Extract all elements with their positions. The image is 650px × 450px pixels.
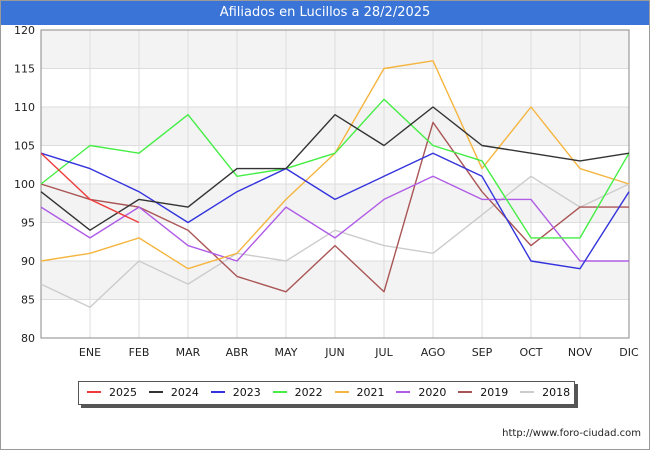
legend-label: 2018 xyxy=(542,386,571,399)
title-bar: Afiliados en Lucillos a 28/2/2025 xyxy=(1,1,649,25)
y-tick-label: 115 xyxy=(14,63,35,76)
chart-title: Afiliados en Lucillos a 28/2/2025 xyxy=(219,5,431,20)
x-tick-label: SEP xyxy=(472,346,493,359)
legend-swatch xyxy=(272,391,287,393)
legend-item-2021: 2021 xyxy=(334,382,385,404)
legend-swatch xyxy=(520,391,535,393)
x-tick-label: OCT xyxy=(519,346,542,359)
series-line-2025 xyxy=(40,152,140,224)
x-tick-label: AGO xyxy=(421,346,446,359)
legend-label: 2024 xyxy=(170,386,199,399)
legend-swatch xyxy=(458,391,473,393)
legend-label: 2025 xyxy=(109,386,137,399)
series-line-2024 xyxy=(40,106,630,231)
line-chart: 80 85 90 95 100 105 110 115 120 ENE FEB MAR ABR MAY JU… xyxy=(14,24,639,359)
footer-url: http://www.foro-ciudad.com xyxy=(502,428,641,439)
legend-label: 2022 xyxy=(294,386,323,399)
series-line-2020 xyxy=(40,175,629,262)
legend-item-2025: 2025 xyxy=(87,382,137,404)
series-line-2018 xyxy=(40,175,630,308)
chart-legend: 2025 2024 2023 2022 2021 2020 2019 2018 xyxy=(78,381,575,405)
x-tick-label: MAR xyxy=(176,346,201,359)
legend-label: 2019 xyxy=(480,386,509,399)
legend-label: 2023 xyxy=(232,386,261,399)
legend-swatch xyxy=(148,391,163,393)
y-tick-label: 100 xyxy=(14,178,35,191)
legend-item-2023: 2023 xyxy=(210,382,261,404)
legend-label: 2020 xyxy=(418,386,447,399)
x-tick-label: JUN xyxy=(324,346,345,359)
legend-item-2018: 2018 xyxy=(520,382,570,404)
legend-swatch xyxy=(210,391,225,393)
x-tick-label: FEB xyxy=(129,346,150,359)
y-tick-label: 110 xyxy=(14,101,35,114)
legend-label: 2021 xyxy=(356,386,385,399)
y-tick-label: 90 xyxy=(21,255,35,268)
legend-item-2024: 2024 xyxy=(148,382,199,404)
y-tick-label: 120 xyxy=(14,24,35,37)
legend-item-2022: 2022 xyxy=(272,382,323,404)
y-tick-label: 95 xyxy=(21,217,35,230)
x-tick-label: NOV xyxy=(568,346,593,359)
series-line-2022 xyxy=(40,98,630,239)
x-tick-label: JUL xyxy=(374,346,393,359)
y-tick-label: 80 xyxy=(21,332,35,345)
legend-swatch xyxy=(87,391,101,393)
x-tick-label: MAY xyxy=(275,346,298,359)
legend-swatch xyxy=(396,391,411,393)
legend-swatch xyxy=(334,391,349,393)
x-tick-label: DIC xyxy=(619,346,639,359)
legend-item-2019: 2019 xyxy=(458,382,508,404)
y-tick-label: 85 xyxy=(21,294,35,307)
x-tick-label: ABR xyxy=(226,346,249,359)
x-tick-label: ENE xyxy=(79,346,101,359)
y-tick-label: 105 xyxy=(14,140,35,153)
series-line-2023 xyxy=(40,152,630,270)
legend-item-2020: 2020 xyxy=(396,382,446,404)
